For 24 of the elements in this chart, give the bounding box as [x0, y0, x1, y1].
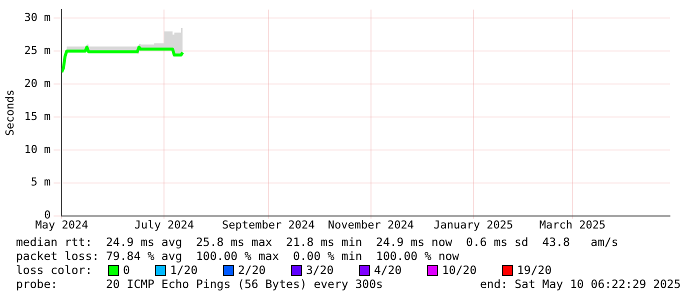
y-tick-label: 15 m [24, 110, 52, 123]
y-tick-label: 10 m [24, 142, 52, 156]
y-tick-label: 20 m [24, 76, 52, 90]
text: median rtt: 24.9 ms avg 25.8 ms max 21.8 ms min 24.9 ms now 0.6 ms sd 43.8 am/s [16, 235, 618, 249]
legend-label: 1/20 [170, 263, 198, 277]
text: probe: 20 ICMP Echo Pings (56 Bytes) every 300s [16, 277, 383, 291]
text: packet loss: 79.84 % avg 100.00 % max 0.00 % min 100.00 % now [16, 249, 460, 263]
y-tick-label: 30 m [24, 11, 52, 24]
y-axis-title: Seconds [3, 90, 16, 136]
text: end: Sat May 10 06:22:29 2025 [480, 277, 681, 291]
y-tick-label: 25 m [24, 44, 52, 57]
legend-label: 2/20 [238, 263, 266, 277]
x-tick-label: November 2024 [328, 218, 414, 232]
legend-label: 19/20 [517, 263, 552, 277]
legend-label: 3/20 [306, 263, 334, 277]
legend-label: 4/20 [374, 263, 402, 277]
x-tick-label: January 2025 [434, 218, 514, 232]
x-tick-label: July 2024 [134, 218, 194, 232]
x-tick-label: September 2024 [222, 218, 316, 232]
x-tick-label: March 2025 [539, 218, 606, 232]
text: loss color: [16, 263, 92, 277]
legend-label: 0 [123, 263, 130, 277]
legend-label: 10/20 [442, 263, 477, 277]
y-tick-label: 5 m [30, 176, 52, 189]
